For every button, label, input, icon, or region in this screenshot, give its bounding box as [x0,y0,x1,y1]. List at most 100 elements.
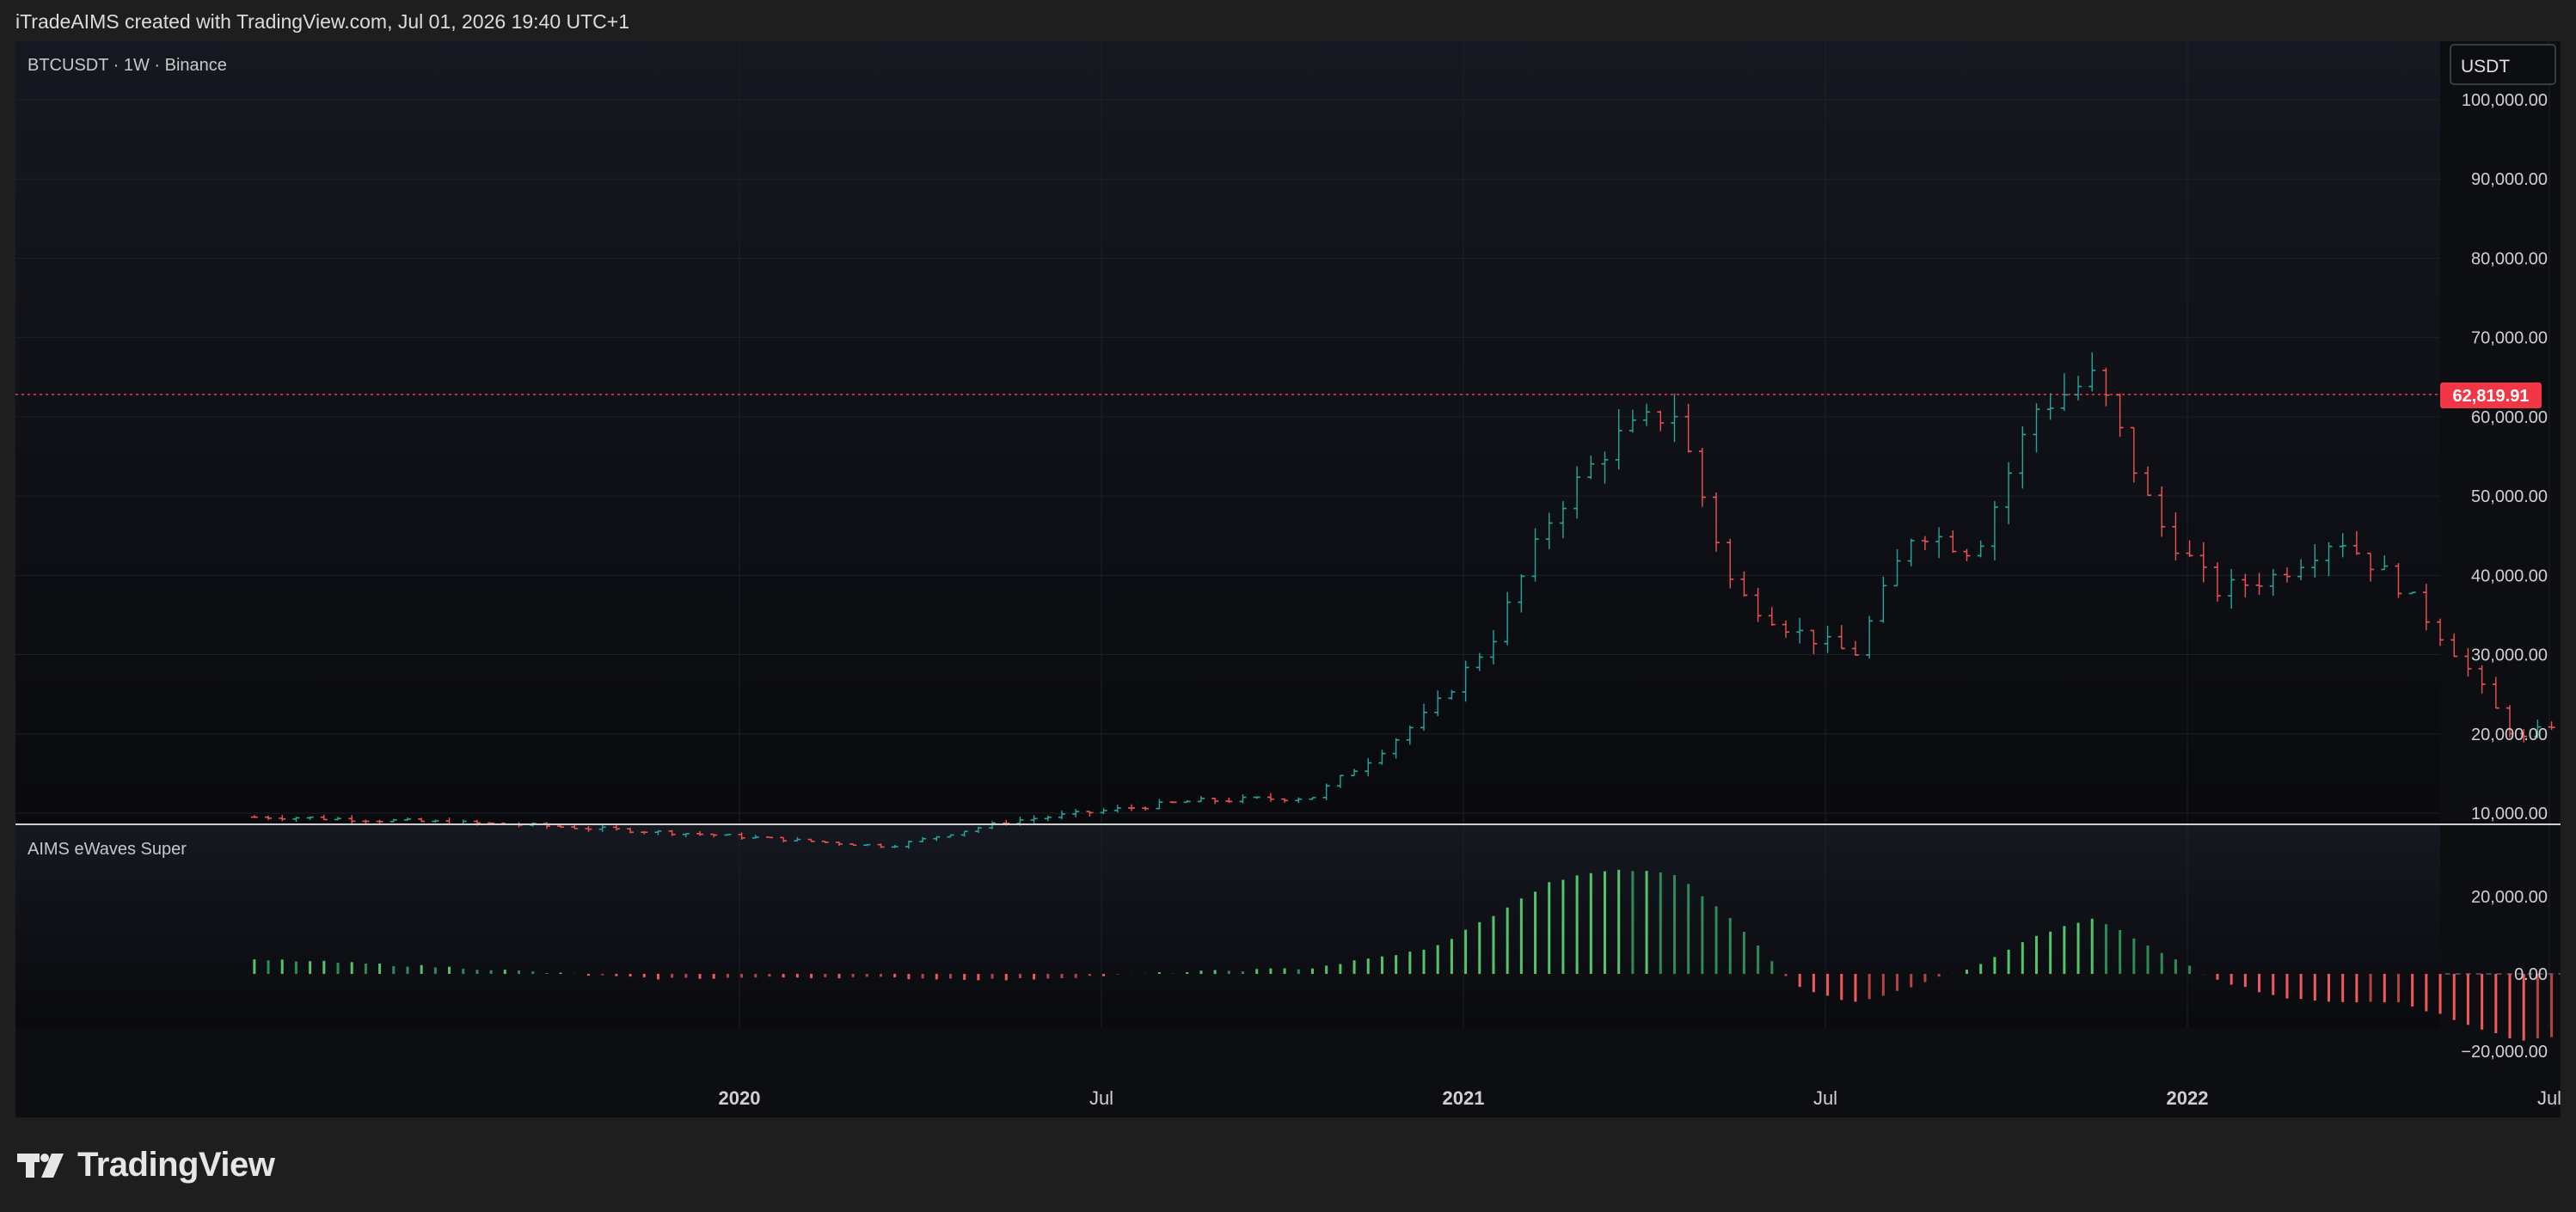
last-price-tag: 62,819.91 [2440,383,2542,408]
price-candle [2228,568,2236,609]
currency-button[interactable]: USDT [2450,44,2556,85]
tradingview-wordmark: TradingView [77,1146,275,1184]
currency-button-frame[interactable] [2450,44,2556,85]
price-candle [571,824,579,829]
indicator-label: AIMS eWaves Super [28,840,187,859]
price-candle [1880,576,1887,623]
price-candle [1113,805,1121,813]
tradingview-logo-icon [17,1153,64,1178]
price-axis-tick: 100,000.00 [2462,91,2548,110]
price-candle [2492,676,2499,709]
price-candle [1866,615,1874,659]
price-candle [627,828,635,834]
price-candle [1058,810,1066,820]
price-candle [2422,584,2430,631]
price-candle [751,835,759,839]
price-candle [1169,801,1177,804]
price-candle [1434,690,1442,717]
price-candle [2450,634,2458,658]
price-candle [2269,569,2277,597]
price-candle [989,821,997,829]
price-candle [1365,758,1372,777]
price-candle [1406,725,1414,745]
price-candle [2437,618,2444,646]
price-candle [1267,793,1274,802]
price-candle [348,815,356,825]
price-candle [2102,367,2110,407]
price-candle [2506,705,2514,738]
price-candle [821,841,829,843]
price-candle [1351,768,1359,777]
price-candle [1156,799,1163,810]
price-axis-tick: 30,000.00 [2471,646,2548,665]
price-candle [1990,500,1998,560]
price-candle [2548,721,2555,731]
price-candle [1531,528,1539,582]
price-candle [933,836,941,842]
price-candle [919,836,927,842]
price-candle [2367,552,2375,582]
price-candle [2075,376,2082,401]
price-candle [765,836,773,839]
price-axis-tick: 20,000.00 [2471,725,2548,744]
price-candle [682,832,690,838]
indicator-histogram [253,869,2554,1041]
price-candle [1921,536,1929,551]
price-candle [863,843,871,847]
price-candle [1796,617,1804,644]
price-candle [738,832,745,841]
price-candle [376,819,383,824]
price-candle [807,838,815,842]
price-candle [905,841,912,849]
price-candle [2046,393,2054,420]
price-candle [250,815,258,818]
price-candle [1420,703,1428,731]
price-candle [2311,544,2319,578]
price-candle [1671,393,1678,443]
price-axis-tick: 80,000.00 [2471,249,2548,268]
price-candle [960,830,968,837]
price-candle [696,830,704,836]
price-candle [849,843,857,847]
price-candle [710,833,718,838]
price-candle [1100,807,1107,815]
chart-attribution: iTradeAIMS created with TradingView.com,… [15,10,630,33]
price-axis-tick: 10,000.00 [2471,805,2548,823]
price-candle [1740,571,1748,597]
chart-grid [15,41,2561,1028]
price-candle [654,829,662,836]
price-candle [2352,530,2360,555]
price-candle [1545,512,1553,549]
price-candle [1949,530,1957,554]
price-candle [1754,587,1762,622]
tradingview-logo[interactable]: TradingView [17,1146,275,1184]
indicator-axis-tick: 0.00 [2514,965,2548,984]
price-candle [780,836,788,842]
price-candle [2033,403,2040,453]
price-candle [2199,542,2207,583]
price-candle [1907,538,1915,566]
price-candle [1977,540,1984,558]
price-candle [2395,563,2402,598]
price-candle [265,815,273,821]
price-candle [1211,797,1219,805]
chart-canvas[interactable]: 0343 100,000.0090,000.0080,000.0070,000.… [15,41,2561,1117]
price-candle [1504,591,1512,646]
price-candle [891,844,899,848]
price-candle [598,823,606,832]
price-candle [1851,640,1859,656]
price-candle [1768,607,1776,627]
price-candle [1225,798,1233,804]
time-axis-tick: Jul [1813,1087,1837,1109]
price-candle [1893,548,1901,587]
price-candle [1183,799,1191,804]
price-candle [306,816,314,820]
price-candle [418,817,426,823]
price-candle [1295,797,1303,804]
price-candle [1810,629,1818,654]
price-candle [389,818,397,823]
price-candle [334,817,342,821]
price-candle [724,833,732,836]
price-candle [1643,403,1651,426]
price-candle [292,817,300,823]
